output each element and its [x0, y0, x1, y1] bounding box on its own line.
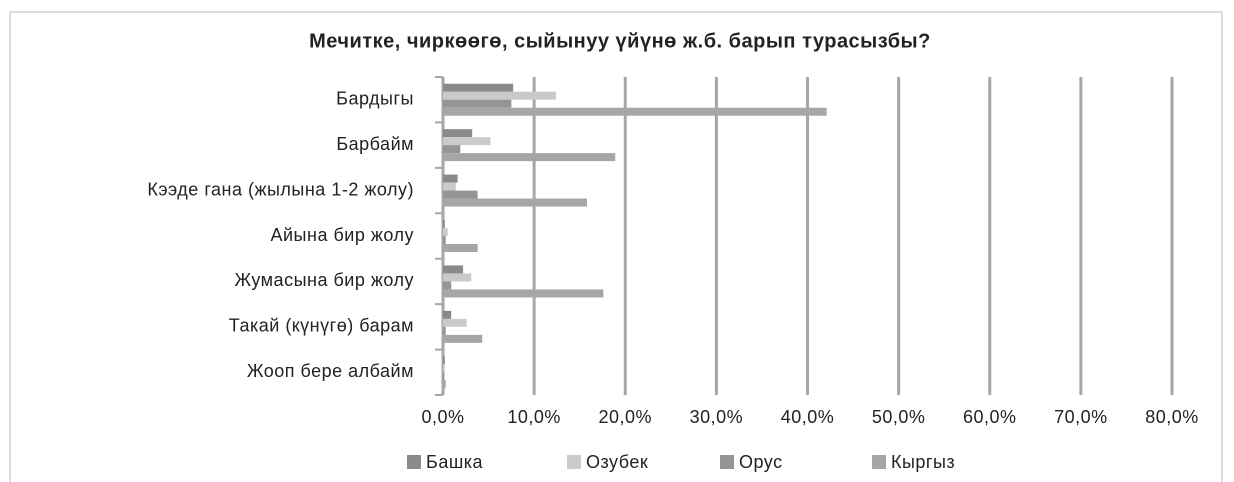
chart-title: Мечитке, чиркөөгө, сыйынуу үйүнө ж.б. ба… — [309, 30, 931, 52]
bar — [443, 220, 445, 228]
bar — [443, 244, 478, 252]
bar — [443, 265, 464, 274]
bar — [443, 182, 456, 191]
x-tick-label: 50,0% — [872, 407, 926, 427]
y-tick-label: Айына бир жолу — [271, 225, 415, 245]
bar — [443, 326, 446, 335]
x-tick-label: 10,0% — [507, 407, 561, 427]
bar — [443, 137, 491, 146]
bar — [443, 273, 472, 282]
x-tick-label: 0,0% — [421, 407, 464, 427]
bar — [443, 236, 446, 244]
bar — [443, 364, 445, 373]
y-tick-label: Такай (күнүгө) барам — [229, 316, 414, 336]
legend-swatch — [407, 455, 421, 469]
bar — [443, 99, 512, 108]
x-tick-label: 70,0% — [1054, 407, 1108, 427]
y-tick-label: Бардыгы — [336, 88, 414, 108]
x-tick-label: 40,0% — [781, 407, 835, 427]
bar — [443, 190, 478, 199]
bar — [443, 91, 556, 100]
bar — [443, 310, 452, 319]
y-tick-label: Кээде гана (жылына 1-2 жолу) — [147, 179, 414, 199]
y-tick-label: Жооп бере албайм — [247, 361, 414, 381]
bar — [443, 289, 604, 298]
legend-label: Кыргыз — [891, 452, 955, 472]
legend-label: Башка — [426, 452, 484, 472]
y-tick-label: Барбайм — [336, 134, 414, 154]
bar — [443, 334, 483, 343]
chart-frame — [9, 11, 1223, 482]
legend-swatch — [567, 455, 581, 469]
x-tick-label: 20,0% — [598, 407, 652, 427]
x-tick-label: 80,0% — [1145, 407, 1199, 427]
bar — [443, 129, 473, 138]
bar — [443, 145, 461, 154]
bar — [443, 281, 452, 290]
x-tick-label: 60,0% — [963, 407, 1017, 427]
bar — [443, 174, 458, 183]
x-tick-label: 30,0% — [690, 407, 744, 427]
bar — [443, 372, 444, 381]
bar — [443, 318, 467, 327]
bar — [443, 198, 587, 207]
bar — [443, 228, 448, 236]
y-tick-label: Жумасына бир жолу — [234, 270, 414, 290]
legend-label: Орус — [739, 452, 783, 472]
bar — [443, 107, 827, 116]
legend-label: Озубек — [586, 452, 648, 472]
bar — [443, 356, 445, 365]
bar — [443, 153, 616, 162]
legend-swatch — [720, 455, 734, 469]
legend-swatch — [872, 455, 886, 469]
bar — [443, 83, 514, 92]
bar — [443, 380, 446, 389]
